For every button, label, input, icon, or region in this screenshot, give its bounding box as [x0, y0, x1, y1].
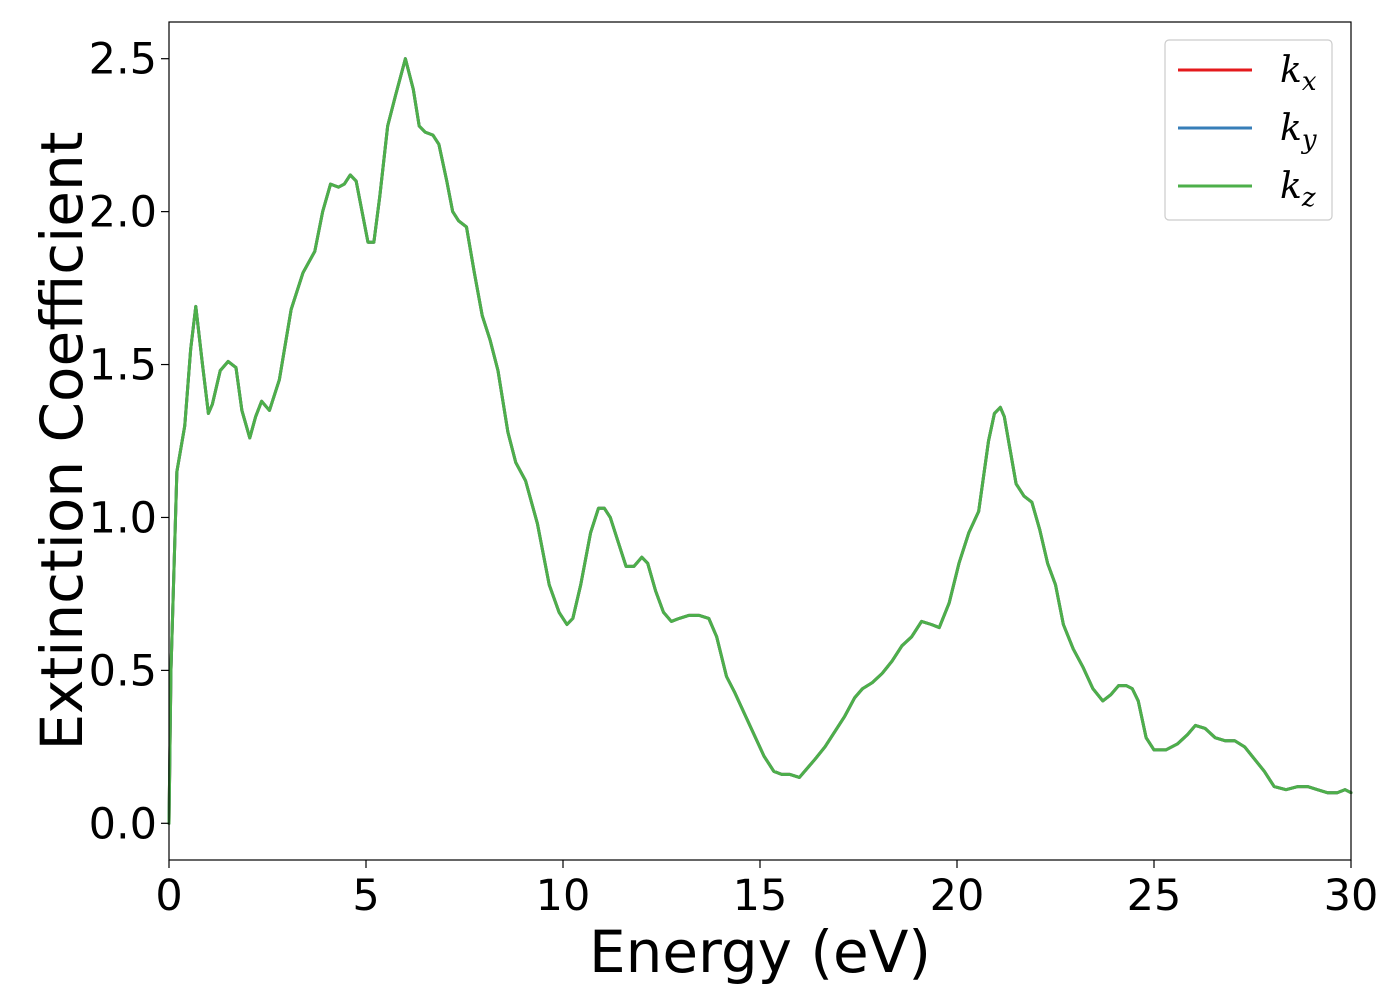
x-tick-label: 15 [733, 871, 788, 921]
y-tick-label: 0.0 [89, 799, 157, 849]
series-layer [167, 57, 1353, 825]
y-tick-label: 2.0 [89, 188, 157, 238]
y-tick-label: 1.0 [89, 493, 157, 543]
y-tick-label: 0.5 [89, 646, 157, 696]
series-line-k-z [167, 57, 1353, 825]
y-axis-title: Extinction Coefficient [28, 132, 96, 751]
x-tick-label: 5 [352, 871, 379, 921]
x-tick-label: 30 [1324, 871, 1379, 921]
legend-label: kz [1280, 166, 1316, 213]
legend: kx ky kz [1164, 39, 1333, 221]
legend-box [1164, 39, 1333, 221]
x-axis-ticks: 0 5 10 15 20 25 30 [155, 860, 1378, 921]
x-tick-label: 25 [1127, 871, 1182, 921]
legend-label: kx [1280, 50, 1317, 97]
x-axis-title: Energy (eV) [589, 918, 931, 986]
x-tick-label: 20 [930, 871, 985, 921]
x-tick-label: 0 [155, 871, 182, 921]
x-tick-label: 10 [536, 871, 591, 921]
legend-label: ky [1280, 108, 1317, 155]
y-tick-label: 2.5 [89, 35, 157, 85]
y-tick-label: 1.5 [89, 341, 157, 391]
y-axis-ticks: 0.0 0.5 1.0 1.5 2.0 2.5 [89, 35, 169, 849]
